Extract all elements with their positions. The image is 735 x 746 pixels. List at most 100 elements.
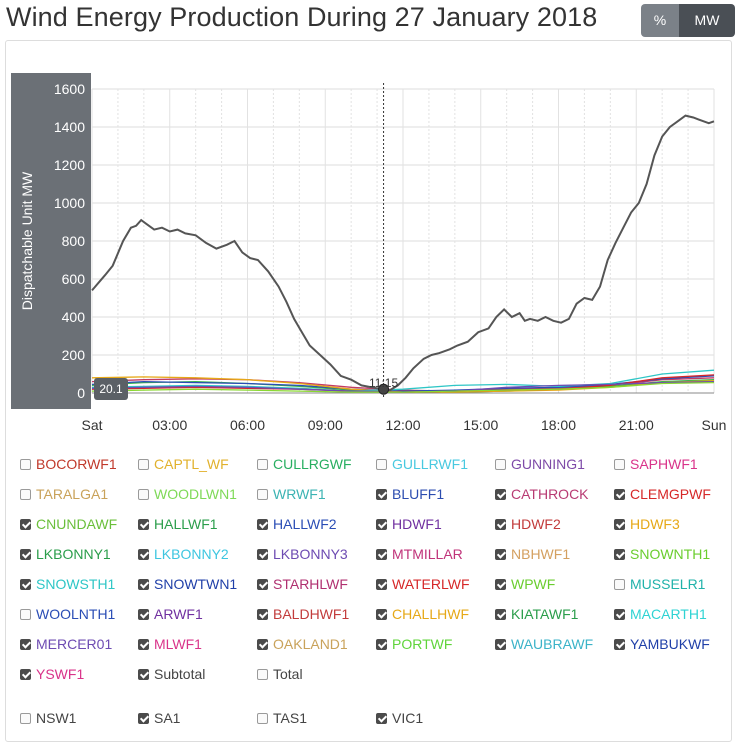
unit-checkbox-subtotal[interactable]: Subtotal xyxy=(138,664,205,684)
checkbox-icon[interactable] xyxy=(20,578,31,590)
checkbox-icon[interactable] xyxy=(495,638,506,650)
unit-checkbox-wrwf1[interactable]: WRWF1 xyxy=(257,484,326,504)
unit-checkbox-captl_wf[interactable]: CAPTL_WF xyxy=(138,454,229,474)
unit-checkbox-yswf1[interactable]: YSWF1 xyxy=(20,664,84,684)
checkbox-icon[interactable] xyxy=(138,668,149,680)
unit-checkbox-cathrock[interactable]: CATHROCK xyxy=(495,484,589,504)
region-checkbox-tas1[interactable]: TAS1 xyxy=(257,708,307,728)
checkbox-icon[interactable] xyxy=(138,578,149,590)
checkbox-icon[interactable] xyxy=(614,608,625,620)
unit-checkbox-baldhwf1[interactable]: BALDHWF1 xyxy=(257,604,349,624)
checkbox-icon[interactable] xyxy=(495,608,506,620)
checkbox-icon[interactable] xyxy=(20,608,31,620)
checkbox-icon[interactable] xyxy=(20,638,31,650)
unit-checkbox-lkbonny3[interactable]: LKBONNY3 xyxy=(257,544,348,564)
checkbox-icon[interactable] xyxy=(257,608,268,620)
checkbox-icon[interactable] xyxy=(20,488,31,500)
checkbox-icon[interactable] xyxy=(138,458,149,470)
unit-checkbox-oakland1[interactable]: OAKLAND1 xyxy=(257,634,348,654)
unit-checkbox-snowsth1[interactable]: SNOWSTH1 xyxy=(20,574,115,594)
unit-checkbox-cnundawf[interactable]: CNUNDAWF xyxy=(20,514,117,534)
line-chart[interactable]: 0 200 400 600 800 1000 1200 1400 1600 Sat 03:00 06… xyxy=(6,41,733,446)
unit-checkbox-starhlwf[interactable]: STARHLWF xyxy=(257,574,348,594)
checkbox-icon[interactable] xyxy=(495,548,506,560)
checkbox-icon[interactable] xyxy=(614,638,625,650)
unit-checkbox-hallwf2[interactable]: HALLWF2 xyxy=(257,514,337,534)
unit-checkbox-bocorwf1[interactable]: BOCORWF1 xyxy=(20,454,117,474)
checkbox-icon[interactable] xyxy=(257,458,268,470)
unit-checkbox-macarth1[interactable]: MACARTH1 xyxy=(614,604,707,624)
unit-checkbox-saphwf1[interactable]: SAPHWF1 xyxy=(614,454,698,474)
checkbox-icon[interactable] xyxy=(20,458,31,470)
checkbox-icon[interactable] xyxy=(495,518,506,530)
unit-checkbox-yambukwf[interactable]: YAMBUKWF xyxy=(614,634,710,654)
checkbox-icon[interactable] xyxy=(20,712,31,724)
unit-checkbox-arwf1[interactable]: ARWF1 xyxy=(138,604,203,624)
checkbox-icon[interactable] xyxy=(376,608,387,620)
checkbox-icon[interactable] xyxy=(376,488,387,500)
unit-checkbox-bluff1[interactable]: BLUFF1 xyxy=(376,484,444,504)
checkbox-icon[interactable] xyxy=(257,578,268,590)
checkbox-icon[interactable] xyxy=(376,578,387,590)
unit-checkbox-hdwf3[interactable]: HDWF3 xyxy=(614,514,680,534)
checkbox-icon[interactable] xyxy=(257,488,268,500)
unit-checkbox-woolnth1[interactable]: WOOLNTH1 xyxy=(20,604,115,624)
unit-checkbox-mtmillar[interactable]: MTMILLAR xyxy=(376,544,463,564)
unit-checkbox-mercer01[interactable]: MERCER01 xyxy=(20,634,112,654)
checkbox-icon[interactable] xyxy=(138,712,149,724)
region-checkbox-vic1[interactable]: VIC1 xyxy=(376,708,423,728)
checkbox-icon[interactable] xyxy=(20,518,31,530)
unit-checkbox-waubrawf[interactable]: WAUBRAWF xyxy=(495,634,593,654)
checkbox-icon[interactable] xyxy=(138,608,149,620)
unit-checkbox-challhwf[interactable]: CHALLHWF xyxy=(376,604,469,624)
checkbox-icon[interactable] xyxy=(495,488,506,500)
checkbox-icon[interactable] xyxy=(376,638,387,650)
checkbox-icon[interactable] xyxy=(138,518,149,530)
unit-checkbox-lkbonny1[interactable]: LKBONNY1 xyxy=(20,544,111,564)
checkbox-icon[interactable] xyxy=(376,712,387,724)
unit-checkbox-cullrgwf[interactable]: CULLRGWF xyxy=(257,454,352,474)
unit-checkbox-musselr1[interactable]: MUSSELR1 xyxy=(614,574,705,594)
checkbox-icon[interactable] xyxy=(138,548,149,560)
checkbox-icon[interactable] xyxy=(257,518,268,530)
unit-checkbox-snownth1[interactable]: SNOWNTH1 xyxy=(614,544,710,564)
checkbox-icon[interactable] xyxy=(257,712,268,724)
unit-checkbox-clemgpwf[interactable]: CLEMGPWF xyxy=(614,484,711,504)
unit-checkbox-nbhwf1[interactable]: NBHWF1 xyxy=(495,544,570,564)
unit-checkbox-gunning1[interactable]: GUNNING1 xyxy=(495,454,585,474)
checkbox-icon[interactable] xyxy=(376,548,387,560)
checkbox-icon[interactable] xyxy=(20,548,31,560)
checkbox-icon[interactable] xyxy=(614,548,625,560)
checkbox-icon[interactable] xyxy=(614,458,625,470)
unit-checkbox-lkbonny2[interactable]: LKBONNY2 xyxy=(138,544,229,564)
unit-checkbox-waterlwf[interactable]: WATERLWF xyxy=(376,574,470,594)
unit-checkbox-hallwf1[interactable]: HALLWF1 xyxy=(138,514,218,534)
mw-button[interactable]: MW xyxy=(679,4,735,37)
unit-checkbox-hdwf2[interactable]: HDWF2 xyxy=(495,514,561,534)
checkbox-icon[interactable] xyxy=(495,458,506,470)
checkbox-icon[interactable] xyxy=(257,668,268,680)
checkbox-icon[interactable] xyxy=(376,458,387,470)
checkbox-icon[interactable] xyxy=(138,488,149,500)
region-checkbox-sa1[interactable]: SA1 xyxy=(138,708,180,728)
unit-checkbox-hdwf1[interactable]: HDWF1 xyxy=(376,514,442,534)
checkbox-icon[interactable] xyxy=(614,578,625,590)
checkbox-icon[interactable] xyxy=(495,578,506,590)
unit-checkbox-kiatawf1[interactable]: KIATAWF1 xyxy=(495,604,578,624)
unit-checkbox-taralga1[interactable]: TARALGA1 xyxy=(20,484,108,504)
checkbox-icon[interactable] xyxy=(376,518,387,530)
unit-checkbox-snowtwn1[interactable]: SNOWTWN1 xyxy=(138,574,237,594)
percent-button[interactable]: % xyxy=(641,4,679,37)
unit-checkbox-gullrwf1[interactable]: GULLRWF1 xyxy=(376,454,468,474)
unit-checkbox-portwf[interactable]: PORTWF xyxy=(376,634,452,654)
unit-checkbox-woodlwn1[interactable]: WOODLWN1 xyxy=(138,484,237,504)
checkbox-icon[interactable] xyxy=(20,668,31,680)
unit-checkbox-wpwf[interactable]: WPWF xyxy=(495,574,555,594)
checkbox-icon[interactable] xyxy=(257,638,268,650)
unit-checkbox-total[interactable]: Total xyxy=(257,664,303,684)
unit-checkbox-mlwf1[interactable]: MLWF1 xyxy=(138,634,202,654)
checkbox-icon[interactable] xyxy=(257,548,268,560)
checkbox-icon[interactable] xyxy=(138,638,149,650)
checkbox-icon[interactable] xyxy=(614,488,625,500)
checkbox-icon[interactable] xyxy=(614,518,625,530)
